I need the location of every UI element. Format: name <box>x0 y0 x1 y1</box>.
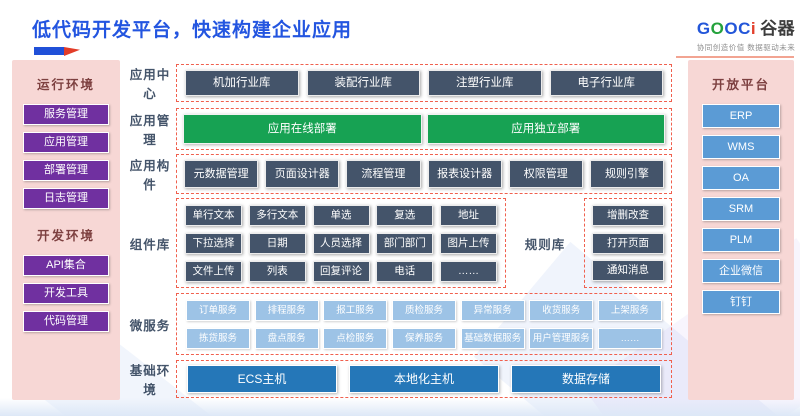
open-platform-item: 企业微信 <box>702 259 780 283</box>
dev-env-item: 开发工具 <box>23 283 109 304</box>
widget-lib-box: 单行文本 多行文本 单选 复选 地址下拉选择 日期 人员选择 部门部门 图片上传文件上传 列表 回复… <box>176 198 506 288</box>
widget-item: 电话 <box>376 260 434 282</box>
widget-item: 多行文本 <box>248 204 306 226</box>
runtime-env-panel: 运行环境 服务管理应用管理部署管理日志管理 开发环境 API集合开发工具代码管理 <box>12 60 120 400</box>
widget-item: 单选 <box>312 204 370 226</box>
dev-env-title: 开发环境 <box>36 229 95 243</box>
dev-env-item: 代码管理 <box>23 311 109 332</box>
row-app-mgmt: 应用管理 应用在线部署 应用独立部署 <box>124 108 672 150</box>
widget-item: 图片上传 <box>440 232 497 254</box>
row-base-env: 基础环境 ECS主机 本地化主机 数据存储 <box>124 360 672 398</box>
row-widget-rule: 组件库 单行文本 多行文本 单选 复选 地址下拉选择 日期 人员选择 部门部门 图片上传文件上传… <box>124 198 672 288</box>
industry-lib-item: 电子行业库 <box>549 70 663 96</box>
open-platform-panel: 开放平台 ERP WMS OA SRM PLM 企业微信钉钉 <box>688 60 794 400</box>
logo-underline <box>676 56 794 58</box>
row-app-components: 应用构件 元数据管理 页面设计器 流程管理 报表设计器 权限管理 规则引擎 <box>124 154 672 194</box>
row-label-microservices: 微服务 <box>129 318 171 333</box>
row-label-app-mgmt: 应用管理 <box>129 114 171 147</box>
open-platform-item: ERP <box>702 104 780 128</box>
app-mgmt-box: 应用在线部署 应用独立部署 <box>176 108 672 150</box>
microservice-item: 质检服务 <box>391 299 456 321</box>
industry-lib-item: 装配行业库 <box>306 70 420 96</box>
page-title: 低代码开发平台，快速构建企业应用 <box>32 20 353 41</box>
microservice-item: 订单服务 <box>186 299 250 321</box>
widget-item: 人员选择 <box>312 232 370 254</box>
microservice-item: 盘点服务 <box>254 327 319 349</box>
host-item: 本地化主机 <box>349 365 499 393</box>
host-item: ECS主机 <box>187 365 337 393</box>
dev-env-items: API集合开发工具代码管理 <box>23 255 109 332</box>
widget-item: 文件上传 <box>185 260 242 282</box>
logo: GOOCi 谷器 协同创造价值 数据驱动未来 <box>694 14 798 53</box>
microservice-item: 异常服务 <box>460 299 525 321</box>
runtime-env-item: 部署管理 <box>23 160 109 181</box>
host-item: 数据存储 <box>511 365 661 393</box>
app-components-box: 元数据管理 页面设计器 流程管理 报表设计器 权限管理 规则引擎 <box>176 154 672 194</box>
runtime-env-items: 服务管理应用管理部署管理日志管理 <box>23 104 109 209</box>
row-label-widget-lib: 组件库 <box>129 237 171 252</box>
widget-item: 部门部门 <box>376 232 434 254</box>
app-component-item: 权限管理 <box>508 160 583 188</box>
app-component-item: 元数据管理 <box>184 160 259 188</box>
base-env-box: ECS主机 本地化主机 数据存储 <box>176 360 672 398</box>
rule-item: 通知消息 <box>592 259 664 281</box>
microservices-box: 订单服务 排程服务 报工服务 质检服务 异常服务 收货服务 上架服务拣货服务 盘点服务 点检服务… <box>176 293 672 355</box>
deploy-item: 应用在线部署 <box>183 114 422 144</box>
rule-lib-box: 增删改查打开页面通知消息 <box>584 198 672 288</box>
app-component-item: 规则引擎 <box>589 160 665 188</box>
microservice-item: …… <box>597 327 662 349</box>
widget-item: 列表 <box>248 260 306 282</box>
open-platform-item: PLM <box>702 228 780 252</box>
widget-item: 地址 <box>440 204 497 226</box>
row-microservices: 微服务 订单服务 排程服务 报工服务 质检服务 异常服务 收货服务 上架服务拣货服务 盘点服务… <box>124 293 672 355</box>
microservice-item: 拣货服务 <box>186 327 250 349</box>
row-label-app-center: 应用中心 <box>129 68 171 101</box>
industry-lib-item: 机加行业库 <box>185 70 299 96</box>
title-flag-icon <box>34 47 64 55</box>
row-label-rule-lib: 规则库 <box>524 237 566 252</box>
open-platform-item: WMS <box>702 135 780 159</box>
logo-tagline: 协同创造价值 数据驱动未来 <box>696 43 796 52</box>
rule-item: 打开页面 <box>592 232 664 254</box>
microservice-item: 报工服务 <box>323 299 388 321</box>
logo-cn-name: 谷器 <box>760 19 796 38</box>
widget-item: 日期 <box>248 232 306 254</box>
logo-wordmark: GOOCi 谷器 <box>696 19 796 38</box>
open-platform-item: 钉钉 <box>702 290 780 314</box>
widget-item: 单行文本 <box>185 204 242 226</box>
microservice-item: 排程服务 <box>254 299 319 321</box>
open-platform-item: OA <box>702 166 780 190</box>
open-platform-title: 开放平台 <box>711 78 770 92</box>
app-component-item: 报表设计器 <box>427 160 502 188</box>
app-center-box: 机加行业库 装配行业库 注塑行业库 电子行业库 <box>176 64 672 102</box>
dev-env-item: API集合 <box>23 255 109 276</box>
microservice-item: 点检服务 <box>323 327 388 349</box>
runtime-env-item: 日志管理 <box>23 188 109 209</box>
row-label-app-components: 应用构件 <box>129 159 171 192</box>
app-component-item: 页面设计器 <box>265 160 340 188</box>
industry-lib-item: 注塑行业库 <box>428 70 542 96</box>
microservice-item: 保养服务 <box>391 327 456 349</box>
microservice-item: 基础数据服务 <box>460 327 525 349</box>
microservice-item: 上架服务 <box>597 299 662 321</box>
runtime-env-item: 应用管理 <box>23 132 109 153</box>
deploy-item: 应用独立部署 <box>426 114 665 144</box>
microservice-item: 收货服务 <box>529 299 594 321</box>
title-flag-icon-tip <box>64 47 80 56</box>
microservice-item: 用户管理服务 <box>529 327 594 349</box>
widget-item: 下拉选择 <box>185 232 242 254</box>
widget-item: 复选 <box>376 204 434 226</box>
widget-item: …… <box>440 260 497 282</box>
row-app-center: 应用中心 机加行业库 装配行业库 注塑行业库 电子行业库 <box>124 64 672 102</box>
widget-item: 回复评论 <box>312 260 370 282</box>
deco-bottom-band <box>0 398 800 416</box>
open-platform-items: ERP WMS OA SRM PLM 企业微信钉钉 <box>702 104 780 314</box>
row-label-base-env: 基础环境 <box>129 364 171 397</box>
app-component-item: 流程管理 <box>346 160 421 188</box>
runtime-env-title: 运行环境 <box>36 78 95 92</box>
rule-item: 增删改查 <box>592 205 664 227</box>
runtime-env-item: 服务管理 <box>23 104 109 125</box>
open-platform-item: SRM <box>702 197 780 221</box>
